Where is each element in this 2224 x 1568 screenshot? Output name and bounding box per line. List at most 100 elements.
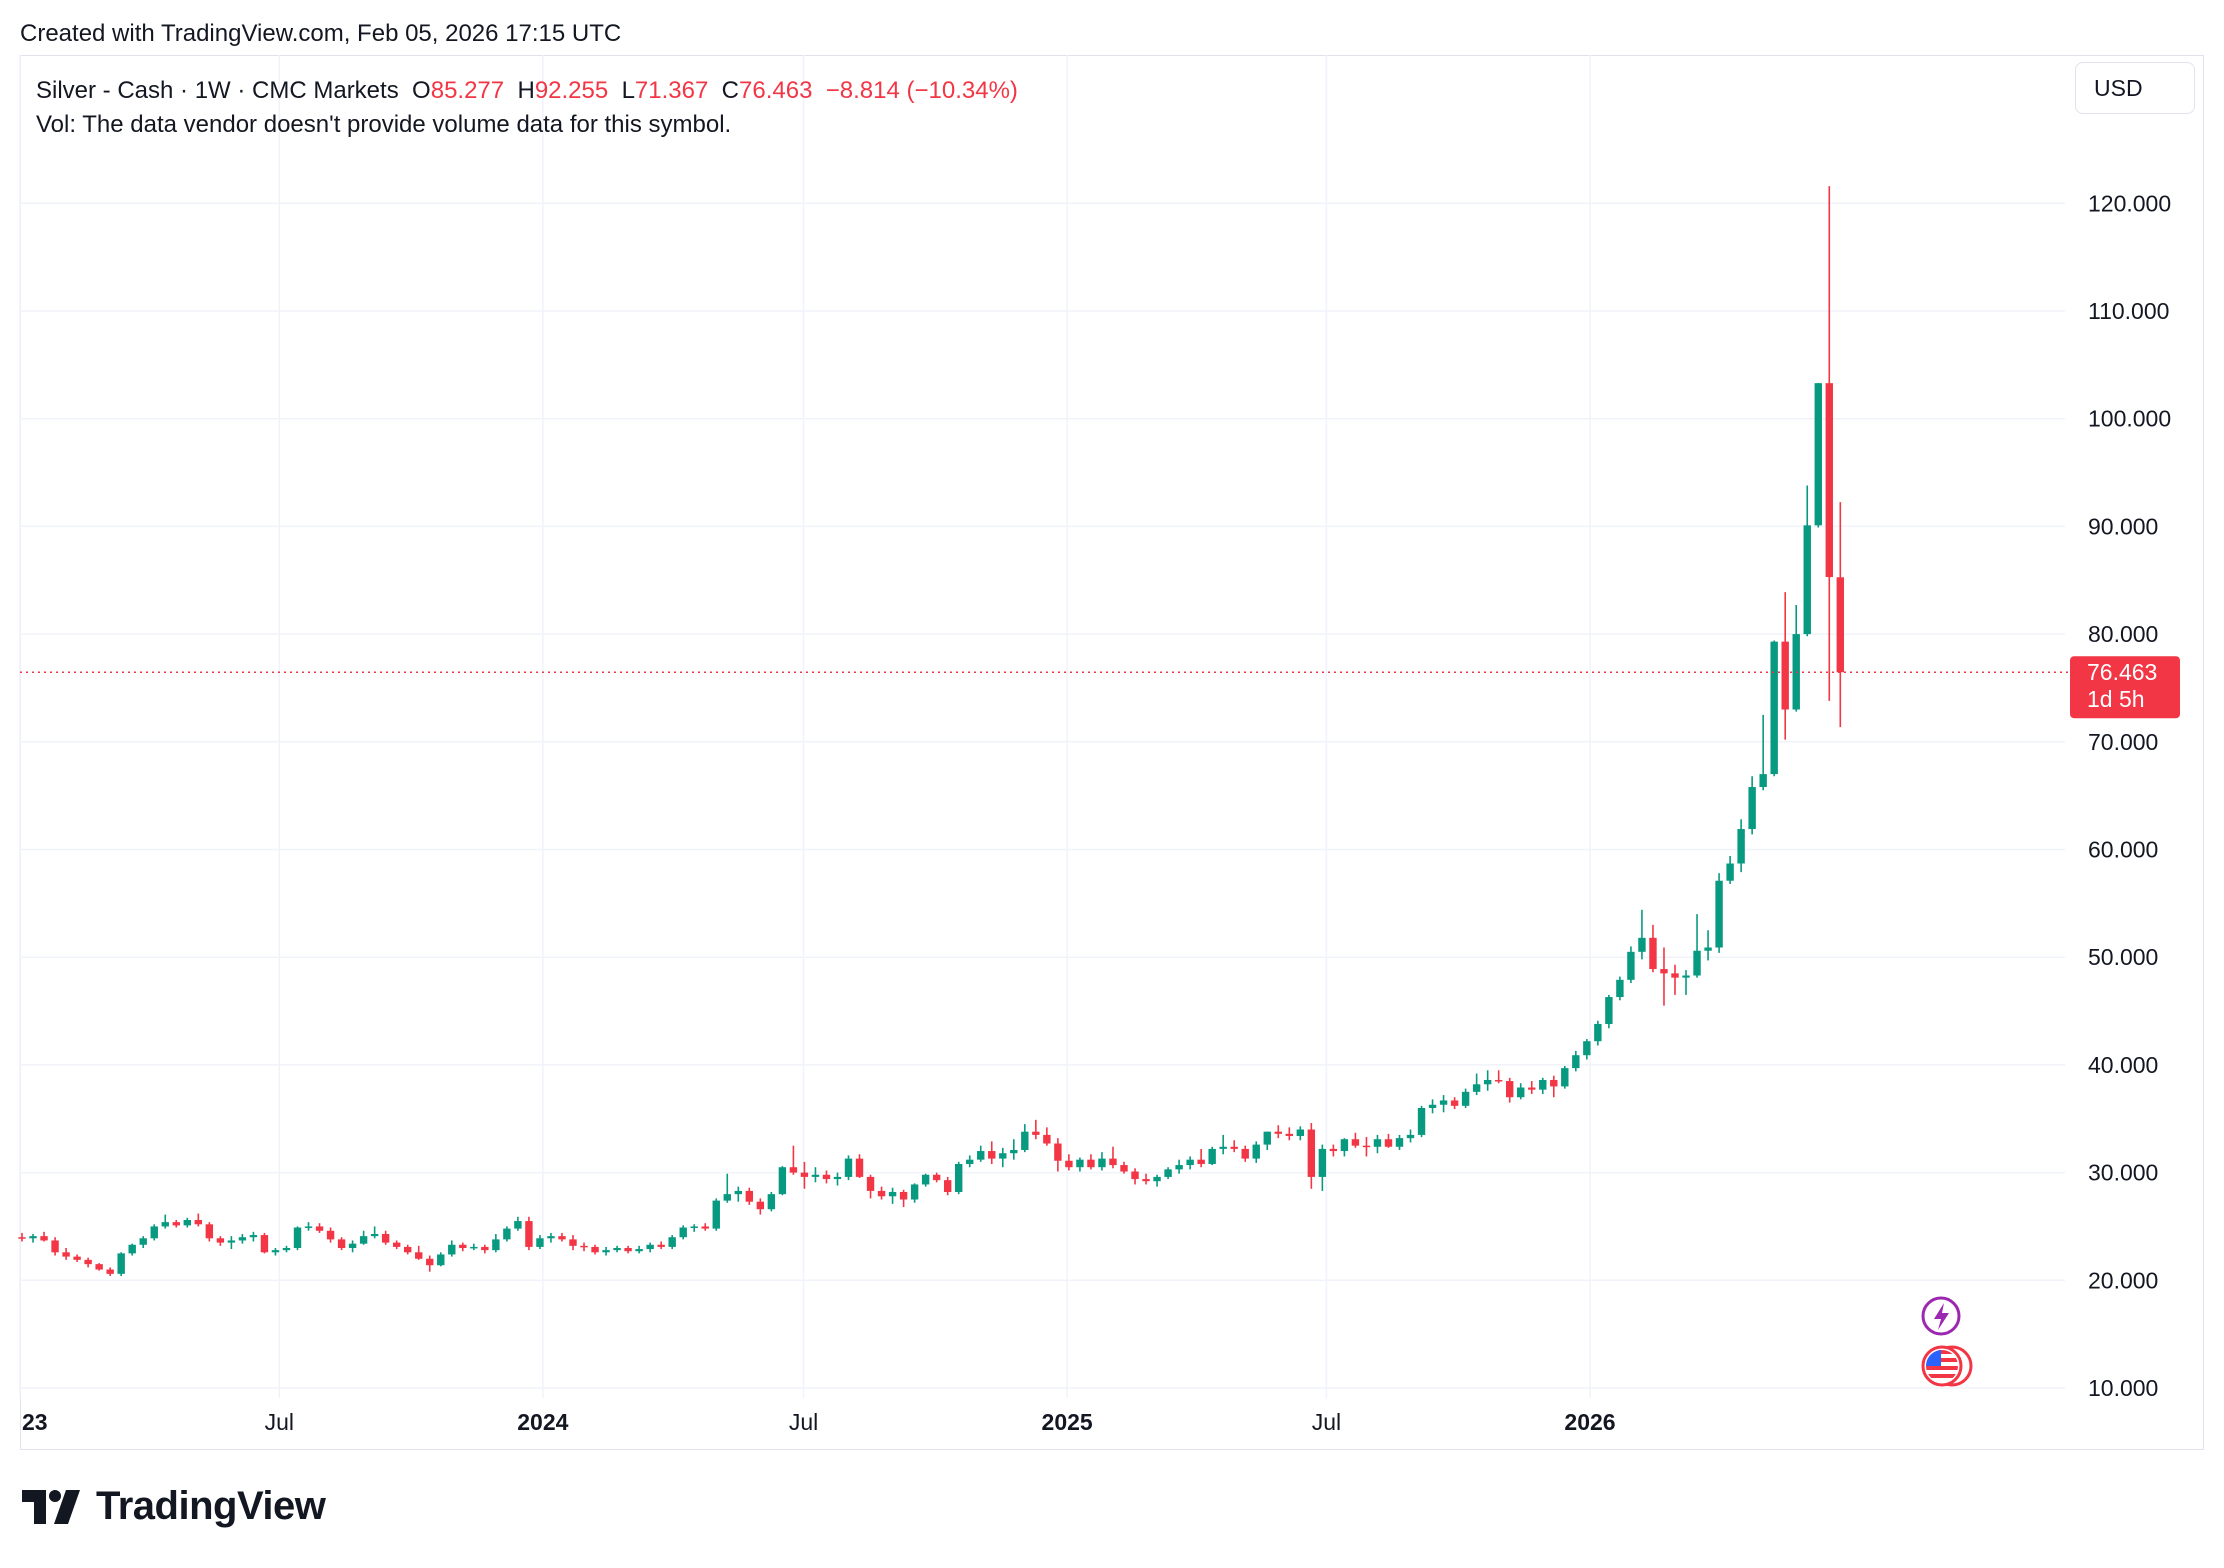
candle[interactable] (1263, 1131, 1271, 1150)
candle[interactable] (227, 1236, 236, 1250)
candle[interactable] (1296, 1126, 1305, 1141)
candle[interactable] (932, 1172, 941, 1183)
candle[interactable] (1219, 1134, 1227, 1155)
candle[interactable] (1142, 1173, 1150, 1185)
candle[interactable] (84, 1257, 92, 1268)
candle[interactable] (1627, 946, 1635, 984)
tradingview-logo[interactable]: TradingView (22, 1484, 326, 1529)
candle[interactable] (315, 1223, 324, 1233)
candle[interactable] (866, 1174, 875, 1199)
candle[interactable] (381, 1230, 390, 1245)
candle[interactable] (216, 1236, 225, 1246)
candle[interactable] (1704, 930, 1712, 961)
candle[interactable] (547, 1232, 555, 1243)
candle[interactable] (1649, 924, 1657, 973)
candle[interactable] (172, 1219, 180, 1228)
candle[interactable] (756, 1198, 765, 1215)
candle[interactable] (183, 1217, 191, 1228)
candle[interactable] (690, 1224, 698, 1232)
candle[interactable] (778, 1166, 787, 1196)
candle[interactable] (955, 1161, 963, 1195)
candle[interactable] (1384, 1133, 1393, 1148)
candle[interactable] (1175, 1159, 1183, 1174)
candle[interactable] (1682, 970, 1690, 995)
us-flag-event-icon[interactable] (1921, 1345, 1973, 1387)
candle[interactable] (712, 1198, 720, 1231)
candle[interactable] (1616, 976, 1624, 1001)
candle[interactable] (18, 1232, 26, 1242)
candle[interactable] (260, 1232, 269, 1254)
candle[interactable] (1065, 1154, 1073, 1171)
candle[interactable] (1836, 502, 1844, 728)
candle[interactable] (833, 1172, 842, 1186)
candle[interactable] (767, 1191, 776, 1212)
candle[interactable] (139, 1236, 147, 1248)
candle[interactable] (1032, 1119, 1040, 1140)
candle[interactable] (1373, 1134, 1382, 1154)
candle[interactable] (470, 1243, 478, 1251)
candle[interactable] (1428, 1099, 1437, 1114)
candle[interactable] (392, 1240, 401, 1250)
candle[interactable] (194, 1213, 203, 1227)
candle[interactable] (1318, 1144, 1327, 1191)
symbol-name[interactable]: Silver - Cash · 1W · CMC Markets (36, 77, 399, 104)
candle[interactable] (999, 1147, 1007, 1168)
candle[interactable] (359, 1230, 368, 1245)
candle[interactable] (29, 1233, 37, 1243)
currency-button[interactable]: USD (2075, 62, 2195, 114)
candle[interactable] (117, 1252, 125, 1276)
candle[interactable] (1120, 1161, 1128, 1174)
candle[interactable] (1583, 1039, 1591, 1060)
candle[interactable] (1164, 1167, 1172, 1180)
candle[interactable] (326, 1227, 335, 1243)
candle[interactable] (1043, 1127, 1051, 1146)
candle[interactable] (1660, 947, 1668, 1006)
candle[interactable] (569, 1235, 577, 1251)
candle[interactable] (1241, 1145, 1249, 1162)
candle[interactable] (1748, 776, 1756, 835)
candle[interactable] (1561, 1065, 1569, 1089)
candle[interactable] (106, 1267, 114, 1276)
candle[interactable] (282, 1245, 291, 1253)
candle[interactable] (1351, 1132, 1360, 1148)
candle[interactable] (370, 1226, 379, 1239)
candle[interactable] (988, 1141, 996, 1164)
candle[interactable] (1693, 914, 1701, 978)
candle[interactable] (888, 1187, 897, 1204)
candle[interactable] (404, 1244, 412, 1255)
candle[interactable] (1362, 1137, 1371, 1157)
candle[interactable] (293, 1226, 302, 1251)
candle[interactable] (668, 1235, 676, 1250)
candle[interactable] (437, 1252, 445, 1267)
candle[interactable] (205, 1222, 214, 1242)
candle[interactable] (1329, 1144, 1338, 1157)
candle[interactable] (624, 1245, 632, 1254)
candle[interactable] (899, 1189, 908, 1208)
candle[interactable] (844, 1155, 853, 1181)
candle[interactable] (580, 1242, 588, 1252)
candle[interactable] (40, 1231, 48, 1242)
candle[interactable] (1726, 855, 1734, 884)
candle[interactable] (1825, 186, 1833, 701)
candle[interactable] (1230, 1140, 1238, 1153)
candle[interactable] (1715, 873, 1723, 953)
candle[interactable] (426, 1255, 434, 1272)
candle[interactable] (348, 1240, 357, 1253)
candle[interactable] (1021, 1124, 1029, 1153)
candle[interactable] (1461, 1088, 1470, 1108)
candle[interactable] (1153, 1174, 1161, 1187)
candle[interactable] (657, 1241, 665, 1250)
candle[interactable] (448, 1240, 456, 1257)
candle[interactable] (1572, 1050, 1580, 1072)
candle[interactable] (1340, 1138, 1349, 1157)
candle[interactable] (877, 1186, 886, 1200)
candle[interactable] (1792, 605, 1800, 712)
candle[interactable] (1803, 485, 1811, 637)
candle[interactable] (337, 1237, 346, 1251)
candle[interactable] (1781, 592, 1789, 740)
candle[interactable] (646, 1242, 654, 1253)
candle[interactable] (723, 1173, 731, 1203)
candle[interactable] (1131, 1168, 1139, 1185)
candle[interactable] (1450, 1097, 1459, 1110)
candle[interactable] (1759, 714, 1767, 791)
